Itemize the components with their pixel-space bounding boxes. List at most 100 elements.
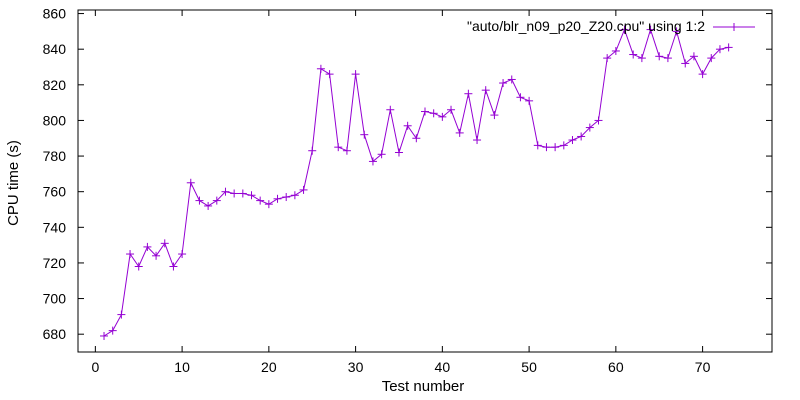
data-point-marker	[568, 136, 577, 145]
data-point-marker	[290, 191, 299, 200]
data-point-marker	[212, 196, 221, 205]
x-tick-label: 20	[261, 359, 277, 375]
data-point-marker	[351, 70, 360, 79]
y-tick-label: 720	[43, 255, 67, 271]
data-point-marker	[100, 331, 109, 340]
data-point-marker	[421, 107, 429, 116]
data-point-marker	[455, 128, 464, 137]
data-point-marker	[394, 148, 403, 157]
data-point-marker	[152, 251, 161, 260]
data-point-marker	[551, 143, 560, 152]
legend-label: "auto/blr_n09_p20_Z20.cpu" using 1:2	[467, 18, 705, 34]
data-point-marker	[403, 121, 412, 130]
data-point-marker	[308, 146, 317, 155]
data-point-marker	[342, 146, 351, 155]
data-point-marker	[143, 242, 152, 251]
data-point-marker	[108, 326, 117, 335]
data-point-marker	[672, 27, 681, 36]
data-point-marker	[724, 43, 733, 52]
data-point-marker	[412, 134, 421, 143]
data-point-marker	[464, 89, 473, 98]
x-axis-label: Test number	[382, 378, 465, 395]
data-point-marker	[126, 250, 135, 259]
series-layer	[100, 25, 733, 340]
data-point-marker	[490, 111, 499, 120]
data-point-marker	[221, 187, 230, 196]
data-point-marker	[316, 64, 325, 73]
legend: "auto/blr_n09_p20_Z20.cpu" using 1:2	[467, 18, 755, 34]
data-point-marker	[637, 54, 646, 63]
data-point-marker	[273, 194, 282, 203]
data-point-marker	[256, 196, 265, 205]
y-tick-label: 860	[43, 6, 67, 22]
x-tick-label: 70	[695, 359, 711, 375]
x-axis-ticks: 0 10 20 30 40 50 60 70	[91, 10, 711, 375]
x-tick-label: 10	[174, 359, 190, 375]
data-point-marker	[247, 191, 256, 200]
data-point-marker	[325, 70, 334, 79]
x-tick-label: 40	[435, 359, 451, 375]
data-point-marker	[473, 136, 482, 145]
data-point-marker	[516, 93, 525, 102]
y-tick-label: 820	[43, 77, 67, 93]
data-point-marker	[169, 262, 178, 271]
data-point-marker	[160, 239, 169, 248]
data-point-marker	[611, 46, 620, 55]
data-point-marker	[698, 70, 707, 79]
y-tick-label: 780	[43, 148, 67, 164]
data-point-marker	[334, 143, 343, 152]
y-axis-ticks: 680 700 720 740 760 780 800 820 840 860	[43, 6, 772, 342]
data-point-marker	[134, 262, 143, 271]
y-tick-label: 800	[43, 112, 67, 128]
data-point-marker	[577, 132, 586, 141]
data-point-marker	[360, 130, 369, 139]
plot-border	[77, 9, 773, 353]
legend-marker	[730, 23, 738, 31]
data-point-marker	[525, 96, 534, 105]
series-line	[103, 27, 729, 337]
y-tick-label: 760	[43, 184, 67, 200]
data-point-marker	[646, 25, 655, 34]
data-point-marker	[499, 79, 508, 88]
data-point-marker	[117, 310, 126, 319]
data-point-marker	[707, 54, 716, 63]
data-point-marker	[481, 86, 490, 95]
data-point-marker	[386, 105, 395, 114]
data-point-marker	[178, 250, 187, 259]
x-tick-label: 50	[521, 359, 537, 375]
data-point-marker	[438, 112, 447, 121]
data-point-marker	[559, 141, 568, 150]
y-axis-label: CPU time (s)	[5, 140, 22, 226]
data-point-marker	[238, 189, 247, 198]
data-point-marker	[620, 25, 629, 34]
x-tick-label: 60	[608, 359, 624, 375]
data-point-marker	[282, 193, 291, 202]
plot-frame	[77, 9, 773, 353]
x-tick-label: 0	[91, 359, 99, 375]
data-point-marker	[230, 189, 239, 198]
y-tick-label: 680	[43, 326, 67, 342]
y-tick-label: 700	[43, 291, 67, 307]
data-point-marker	[603, 54, 612, 63]
data-point-marker	[681, 59, 690, 68]
y-tick-label: 840	[43, 41, 67, 57]
data-point-marker	[507, 75, 516, 84]
data-point-marker	[204, 201, 213, 210]
data-point-marker	[585, 123, 594, 132]
data-point-marker	[429, 109, 438, 118]
data-point-marker	[186, 178, 195, 187]
data-point-marker	[264, 200, 273, 209]
data-point-marker	[533, 141, 542, 150]
data-point-marker	[629, 50, 638, 59]
data-point-marker	[689, 52, 698, 61]
data-point-marker	[715, 45, 724, 54]
data-point-marker	[368, 157, 377, 166]
data-point-marker	[542, 143, 551, 152]
x-tick-label: 30	[348, 359, 364, 375]
data-point-marker	[299, 185, 308, 194]
y-tick-label: 740	[43, 219, 67, 235]
data-point-marker	[377, 150, 386, 159]
data-point-marker	[447, 105, 456, 114]
